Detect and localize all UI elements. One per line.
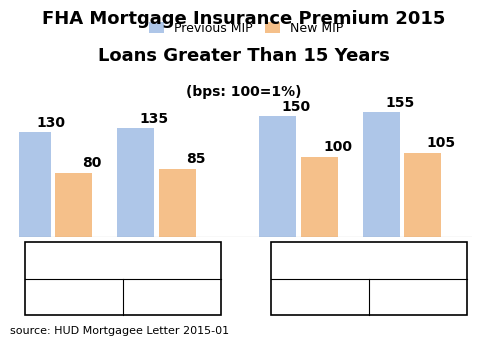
Text: (bps: 100=1%): (bps: 100=1%): [186, 85, 301, 99]
Text: Loans Greater Than 15 Years: Loans Greater Than 15 Years: [97, 47, 390, 65]
Bar: [14, 133, 51, 237]
Text: ≤ 95%: ≤ 95%: [293, 256, 340, 269]
Bar: [259, 116, 296, 237]
Text: 100: 100: [323, 140, 352, 154]
Text: ≤ $625,000: ≤ $625,000: [78, 290, 168, 304]
Text: FHA Mortgage Insurance Premium 2015: FHA Mortgage Insurance Premium 2015: [42, 10, 445, 28]
Text: source: HUD Mortgagee Letter 2015-01: source: HUD Mortgagee Letter 2015-01: [10, 326, 229, 336]
Text: 80: 80: [82, 156, 102, 171]
Text: 105: 105: [427, 136, 456, 150]
Text: 150: 150: [281, 100, 311, 114]
Text: 130: 130: [36, 116, 65, 130]
Bar: [117, 128, 154, 237]
Text: 135: 135: [140, 112, 169, 126]
Bar: [159, 169, 196, 237]
Text: > 95%: > 95%: [397, 256, 444, 269]
Bar: [55, 173, 92, 237]
Text: ≤ 95%: ≤ 95%: [48, 256, 95, 269]
Text: > 95%: > 95%: [151, 256, 199, 269]
Text: 155: 155: [385, 96, 414, 110]
Bar: [363, 112, 400, 237]
Bar: [300, 157, 337, 237]
Legend: Previous MIP, New MIP: Previous MIP, New MIP: [144, 17, 348, 40]
Bar: [404, 153, 441, 237]
Text: > $625,000: > $625,000: [324, 290, 413, 304]
Text: 85: 85: [186, 152, 206, 166]
